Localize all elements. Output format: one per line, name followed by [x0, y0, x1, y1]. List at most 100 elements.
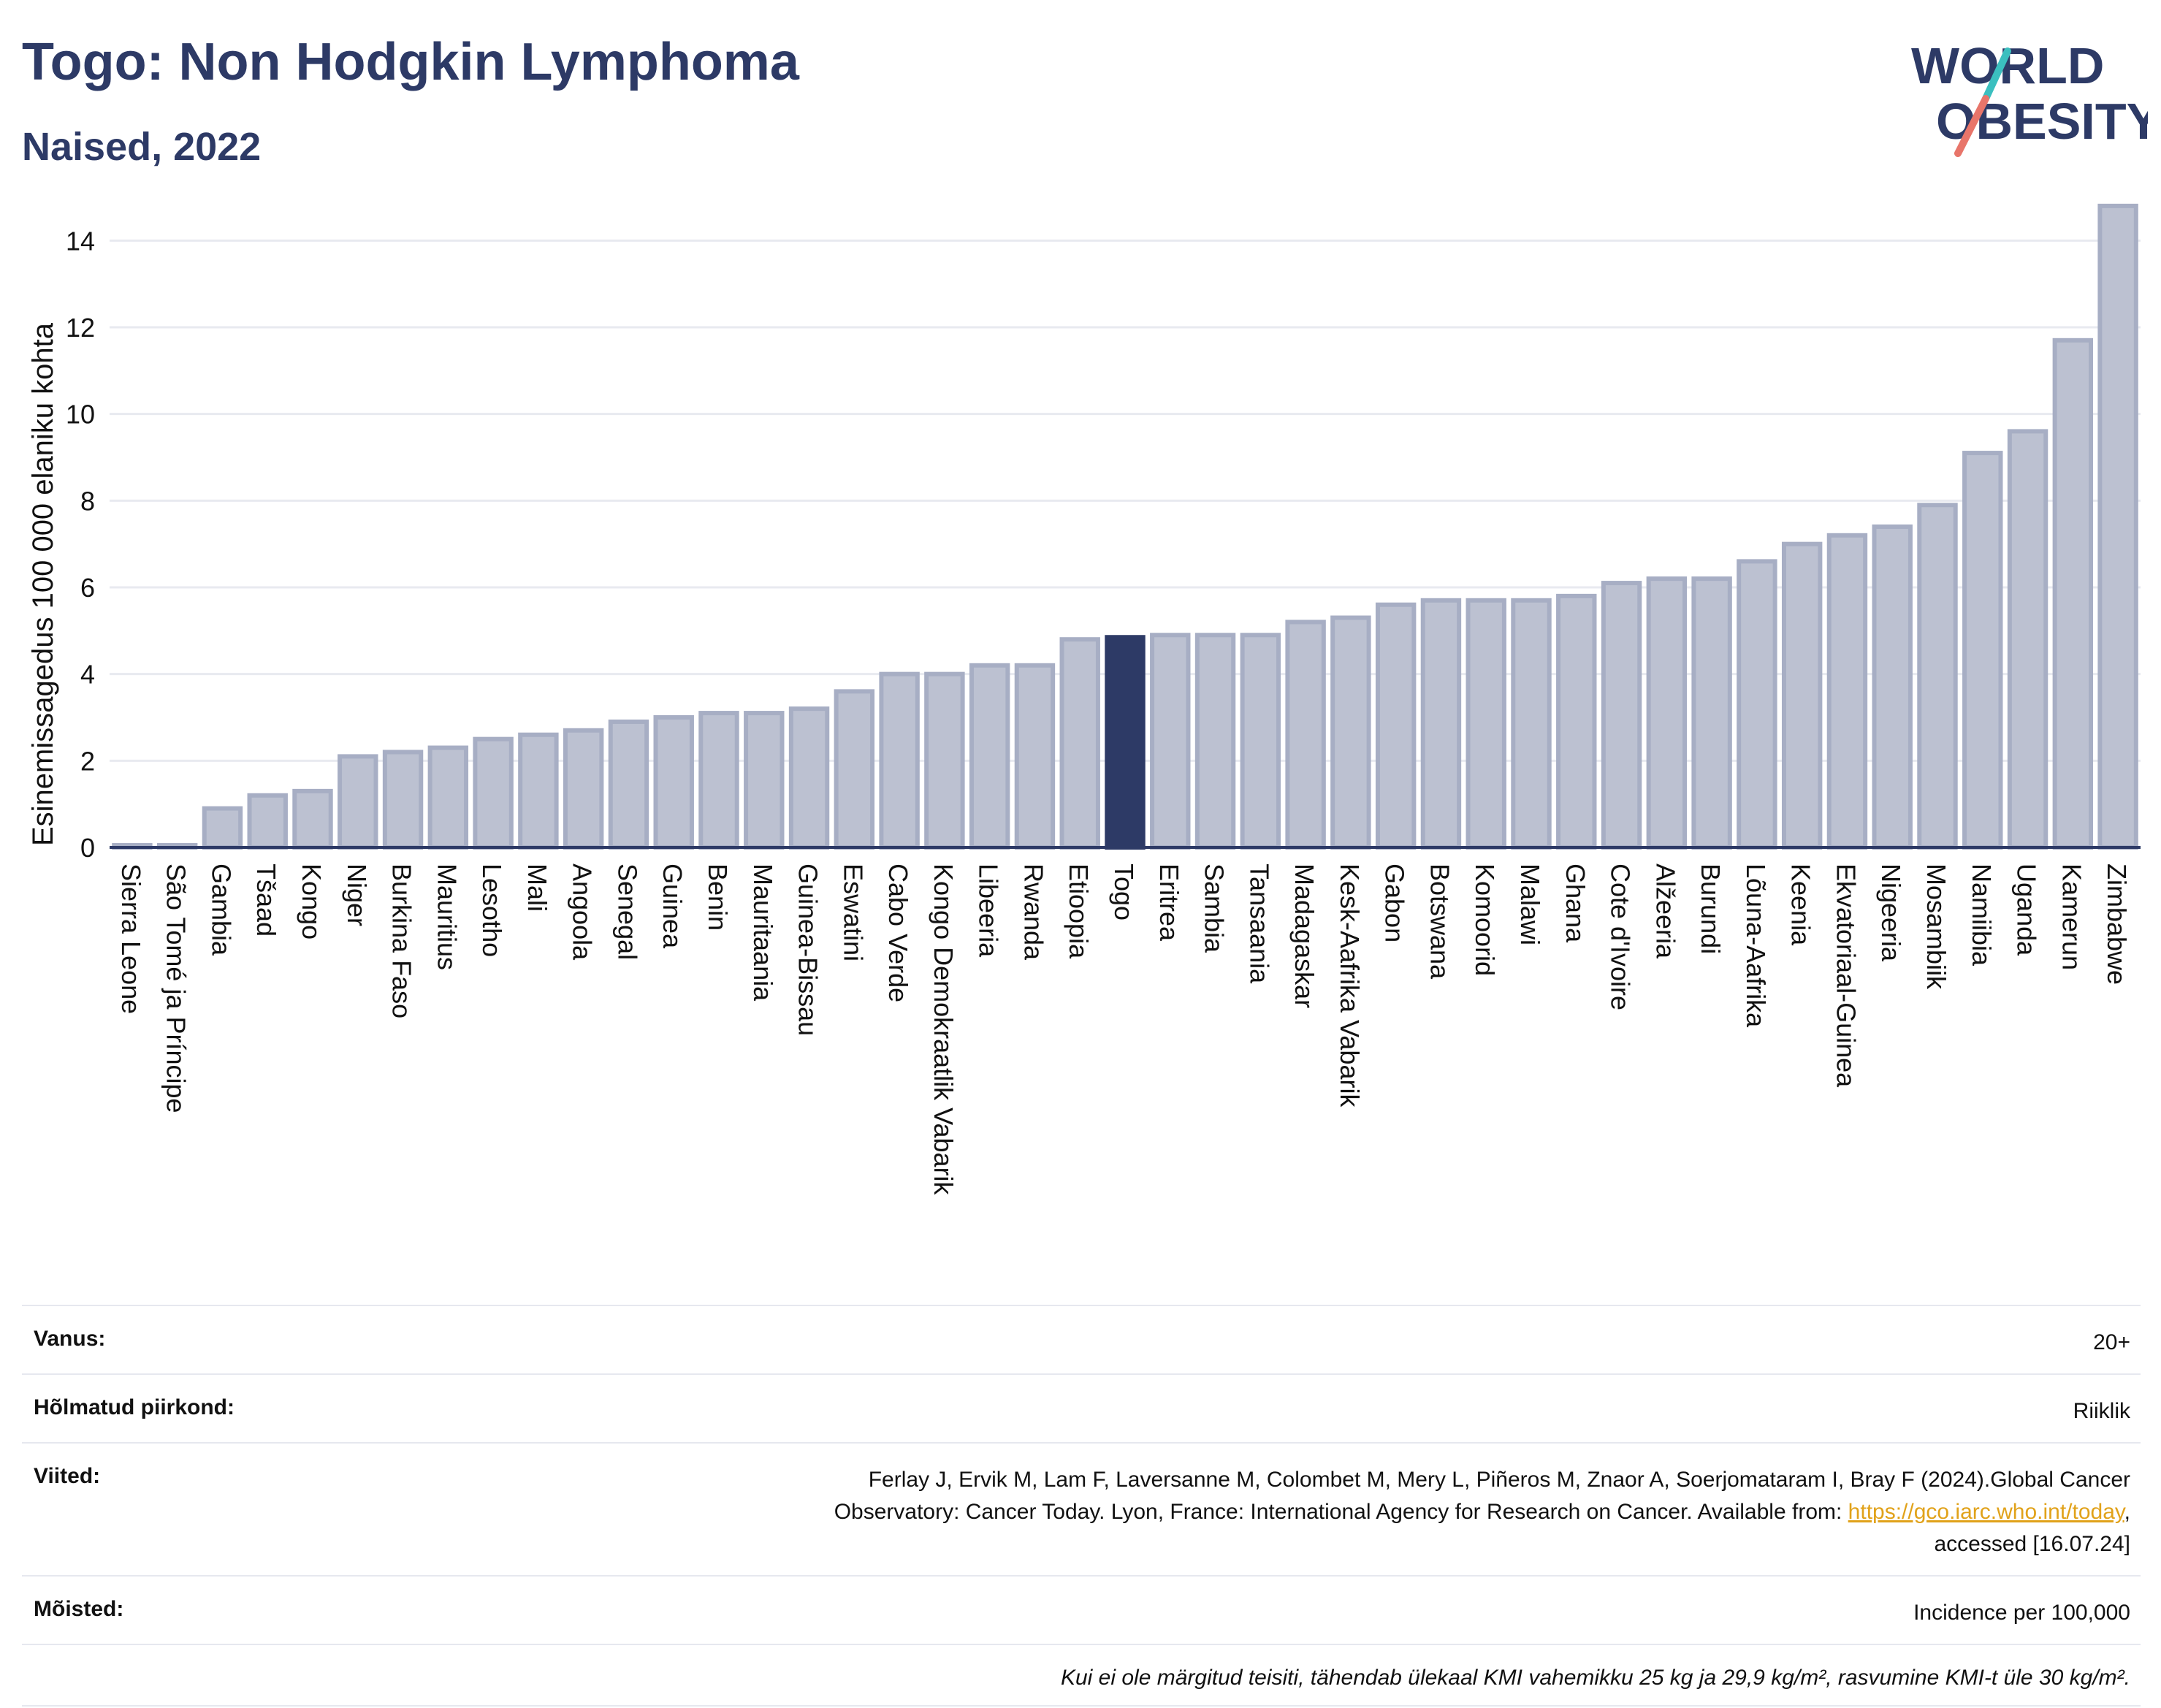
- bar-kongo: [292, 788, 333, 850]
- x-tick-label: Kesk-Aafrika Vabarik: [1335, 863, 1365, 1107]
- bar-senegal: [608, 719, 649, 850]
- bar-guinea-bissau: [788, 706, 830, 850]
- x-tick-label: Senegal: [612, 863, 642, 960]
- bar-eswatini: [834, 689, 875, 850]
- bar-rwanda: [1014, 663, 1056, 850]
- bar-etioopia: [1059, 637, 1100, 850]
- bar-kamerun: [2052, 338, 2094, 850]
- x-tick-label: Kamerun: [2057, 863, 2086, 970]
- meta-row-region: Hõlmatud piirkond: Riiklik: [22, 1373, 2141, 1442]
- references-line-2-post: ,: [2124, 1500, 2130, 1524]
- bar-al-eeria: [1646, 576, 1688, 850]
- bar-gabon: [1375, 602, 1417, 850]
- meta-row-references: Viited: Ferlay J, Ervik M, Lam F, Lavers…: [22, 1442, 2141, 1575]
- y-axis-ticks: 0 2 4 6 8 10 12 14: [66, 226, 95, 863]
- page-title: Togo: Non Hodgkin Lymphoma: [22, 33, 799, 91]
- x-tick-label: Madagaskar: [1289, 863, 1319, 1008]
- bar-kongo-demokraatlik-vabarik: [924, 671, 965, 850]
- x-tick-label: Gambia: [206, 863, 236, 956]
- x-tick-label: Niger: [342, 863, 372, 926]
- x-tick-label: Mali: [522, 863, 552, 912]
- references-label: Viited:: [34, 1464, 101, 1488]
- x-axis-ticks: Sierra Leone São Tomé ja Príncipe Gambia Tš…: [116, 863, 2132, 1196]
- bar-komoorid: [1466, 598, 1506, 850]
- x-tick-label: Nigeeria: [1876, 863, 1906, 962]
- references-value: Ferlay J, Ervik M, Lam F, Laversanne M, …: [834, 1464, 2130, 1560]
- bar-lesotho: [473, 736, 514, 850]
- bar-burkina-faso: [382, 750, 424, 850]
- x-tick-label: Benin: [703, 863, 733, 931]
- region-label: Hõlmatud piirkond:: [34, 1395, 235, 1419]
- x-tick-label: Mauritius: [432, 863, 462, 970]
- bar-kesk-aafrika-vabarik: [1330, 615, 1371, 850]
- bar-cote-d-ivoire: [1601, 581, 1642, 850]
- bar-chart: 0 2 4 6 8 10 12 14 Sierra Leone São Tomé ja Prín…: [27, 203, 2141, 1196]
- x-tick-label: Lesotho: [477, 863, 507, 957]
- bar-niger: [338, 754, 378, 850]
- logo-slash-coral: [1954, 95, 1989, 157]
- definitions-value: Incidence per 100,000: [1913, 1601, 2130, 1625]
- x-tick-label: Gabon: [1380, 863, 1410, 942]
- bar-mauritaania: [744, 711, 785, 850]
- x-tick-label: Keenia: [1786, 863, 1816, 946]
- bar-ghana: [1556, 593, 1597, 850]
- x-tick-label: Eritrea: [1154, 863, 1184, 942]
- bar-madagaskar: [1285, 619, 1326, 850]
- x-tick-label: Zimbabwe: [2102, 863, 2132, 985]
- y-axis-label: Esinemissagedus 100 000 elaniku kohta: [27, 322, 59, 846]
- x-tick-label: Uganda: [2012, 863, 2042, 956]
- meta-row-age: Vanus: 20+: [22, 1305, 2141, 1373]
- references-line-1: Ferlay J, Ervik M, Lam F, Laversanne M, …: [868, 1468, 2130, 1492]
- x-tick-label: Rwanda: [1018, 863, 1048, 961]
- logo-text-world: WORLD: [1911, 37, 2104, 94]
- world-obesity-logo: WORLD OBESITY: [1911, 37, 2148, 157]
- meta-row-note: Kui ei ole märgitud teisiti, tähendab ül…: [22, 1644, 2141, 1707]
- bars: [112, 203, 2138, 850]
- region-value: Riiklik: [2073, 1399, 2130, 1423]
- x-tick-label: Guinea: [658, 863, 687, 949]
- x-tick-label: Libeeria: [974, 863, 1004, 958]
- x-tick-label: Komoorid: [1470, 863, 1500, 976]
- x-tick-label: Togo: [1109, 863, 1139, 920]
- bar-eritrea: [1150, 633, 1191, 850]
- bar-keenia: [1781, 541, 1823, 850]
- bar-mauritius: [427, 745, 469, 850]
- references-line-2-pre: Observatory: Cancer Today. Lyon, France:…: [834, 1500, 1848, 1524]
- y-tick-label: 0: [80, 833, 95, 863]
- bar-gambia: [202, 806, 243, 850]
- bar-l-una-aafrika: [1737, 559, 1777, 850]
- x-tick-label: São Tomé ja Príncipe: [161, 863, 191, 1113]
- x-tick-label: Kongo: [297, 863, 327, 939]
- y-tick-label: 2: [80, 746, 95, 776]
- x-tick-label: Sierra Leone: [116, 863, 146, 1014]
- logo-slash-teal: [1982, 47, 2011, 102]
- bar-sambia: [1194, 633, 1236, 850]
- bar-burundi: [1691, 576, 1732, 850]
- bar-tansaania: [1240, 633, 1281, 850]
- x-tick-label: Ghana: [1560, 863, 1590, 943]
- bar-uganda: [2007, 429, 2048, 850]
- bar-t-aad: [247, 793, 288, 850]
- x-tick-label: Tansaania: [1244, 863, 1274, 984]
- x-tick-label: Tšaad: [251, 863, 281, 937]
- references-line-3: accessed [16.07.24]: [1934, 1532, 2130, 1556]
- bar-mosambiik: [1917, 503, 1958, 850]
- bar-cabo-verde: [879, 671, 920, 850]
- bar-malawi: [1511, 598, 1552, 850]
- bar-zimbabwe: [2097, 203, 2138, 850]
- x-tick-label: Burundi: [1696, 863, 1726, 954]
- x-tick-label: Botswana: [1425, 863, 1455, 980]
- x-tick-label: Eswatini: [838, 863, 868, 961]
- x-tick-label: Lõuna-Aafrika: [1741, 863, 1771, 1028]
- x-tick-label: Alžeeria: [1650, 863, 1680, 959]
- bar-angoola: [563, 728, 604, 850]
- bar-mali: [518, 732, 559, 850]
- x-tick-label: Burkina Faso: [387, 863, 417, 1018]
- age-label: Vanus:: [34, 1327, 106, 1351]
- x-tick-label: Cote d'Ivoire: [1606, 863, 1636, 1010]
- references-link[interactable]: https://gco.iarc.who.int/today: [1848, 1500, 2124, 1524]
- bar-togo: [1105, 635, 1146, 850]
- x-tick-label: Mosambiik: [1921, 863, 1951, 990]
- x-tick-label: Ekvatoriaal-Guinea: [1831, 863, 1861, 1088]
- x-tick-label: Sambia: [1200, 863, 1230, 953]
